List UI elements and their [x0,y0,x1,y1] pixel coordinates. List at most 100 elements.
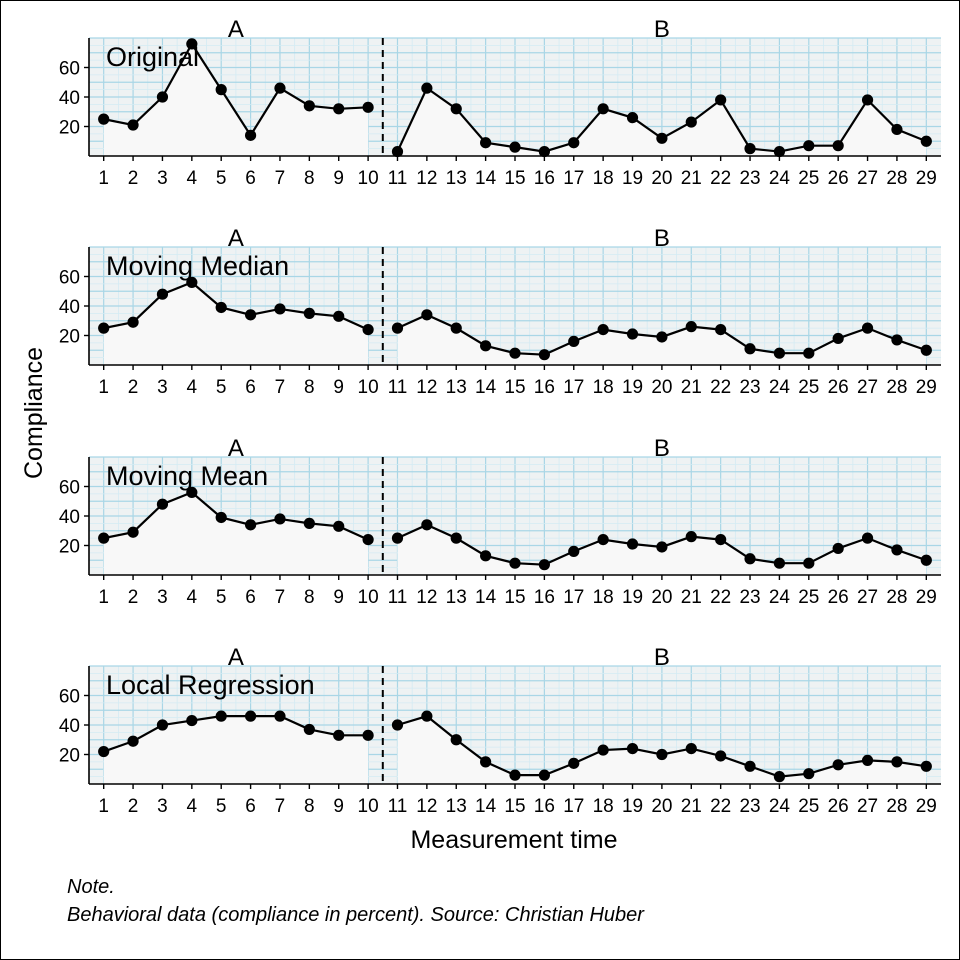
y-tick-label: 40 [59,507,80,528]
data-point [274,303,286,315]
data-point [303,100,315,112]
data-point [656,541,668,553]
data-point [597,103,609,115]
x-tick-label: 24 [769,796,791,817]
data-point [626,743,639,755]
x-tick-label: 4 [187,377,198,398]
data-point [509,769,521,781]
x-tick-label: 12 [416,377,437,398]
x-tick-label: 28 [886,377,907,398]
data-point [362,101,374,113]
x-tick-label: 24 [769,168,791,189]
x-tick-label: 3 [157,377,168,398]
data-point [509,347,521,359]
y-tick-label: 60 [59,687,80,708]
x-tick-label: 1 [98,377,109,398]
data-point [656,132,668,144]
data-point [156,91,169,103]
data-point [186,486,198,498]
x-tick-label: 10 [358,587,379,608]
x-tick-label: 2 [128,168,139,189]
data-point [626,538,639,550]
note-title: Note. [67,876,115,898]
x-tick-label: 18 [593,377,614,398]
data-point [450,322,462,334]
x-tick-label: 17 [563,796,584,817]
panel-title: Moving Mean [106,461,268,491]
data-point [626,112,639,124]
x-tick-label: 26 [828,168,849,189]
x-tick-label: 16 [534,377,555,398]
x-tick-label: 13 [446,377,467,398]
phase-label-B: B [654,225,670,252]
x-tick-label: 12 [416,796,437,817]
series-line-A [103,281,369,331]
x-tick-label: 2 [128,796,139,817]
x-tick-label: 18 [593,796,614,817]
data-point [920,760,932,772]
data-point [215,301,227,314]
data-point [597,324,609,336]
data-point [832,759,844,771]
x-tick-label: 25 [798,377,819,398]
x-tick-label: 10 [358,168,379,189]
x-tick-label: 21 [681,168,702,189]
x-tick-label: 25 [798,587,819,608]
data-point [391,322,404,334]
phase-area-A [103,282,369,365]
data-point [597,744,609,756]
x-tick-label: 15 [504,377,525,398]
x-tick-label: 23 [739,796,760,817]
data-point [685,531,697,543]
data-point [362,534,374,546]
x-tick-label: 15 [504,587,525,608]
data-point [891,544,903,556]
x-tick-label: 19 [622,168,643,189]
x-tick-label: 1 [98,587,109,608]
data-points [98,276,932,361]
data-point [509,141,521,153]
x-tick-label: 21 [681,377,702,398]
x-tick-label: 10 [358,377,379,398]
x-tick-label: 5 [216,168,227,189]
x-axis-title: Measurement time [410,826,617,854]
phase-label-A: A [228,435,244,462]
data-point [156,498,169,510]
x-tick-label: 27 [857,587,878,608]
x-tick-label: 25 [798,168,819,189]
data-point [715,324,727,336]
x-tick-label: 28 [886,168,907,189]
series-line-A [103,41,369,138]
x-tick-label: 8 [304,796,315,817]
data-point [861,94,874,106]
x-tick-label: 17 [563,168,584,189]
data-point [568,757,580,769]
x-tick-label: 24 [769,377,791,398]
data-point [127,316,139,328]
x-tick-label: 5 [216,796,227,817]
data-point [215,511,227,524]
x-tick-label: 29 [916,587,937,608]
x-tick-label: 22 [710,168,731,189]
phase-label-B: B [654,644,670,671]
data-point [773,771,786,783]
x-tick-label: 28 [886,796,907,817]
data-points [98,710,932,783]
x-tick-label: 9 [333,377,344,398]
x-tick-label: 10 [358,796,379,817]
data-point [861,532,874,544]
data-point [509,557,521,569]
data-point [244,129,257,141]
x-tick-label: 8 [304,377,315,398]
x-tick-label: 4 [187,168,198,189]
data-point [244,710,257,722]
x-tick-label: 18 [593,587,614,608]
x-tick-label: 6 [245,377,256,398]
x-tick-label: 2 [128,587,139,608]
data-point [421,710,433,722]
data-point [391,532,404,544]
data-point [685,116,697,128]
data-point [450,103,462,115]
x-tick-label: 6 [245,587,256,608]
x-tick-label: 2 [128,377,139,398]
